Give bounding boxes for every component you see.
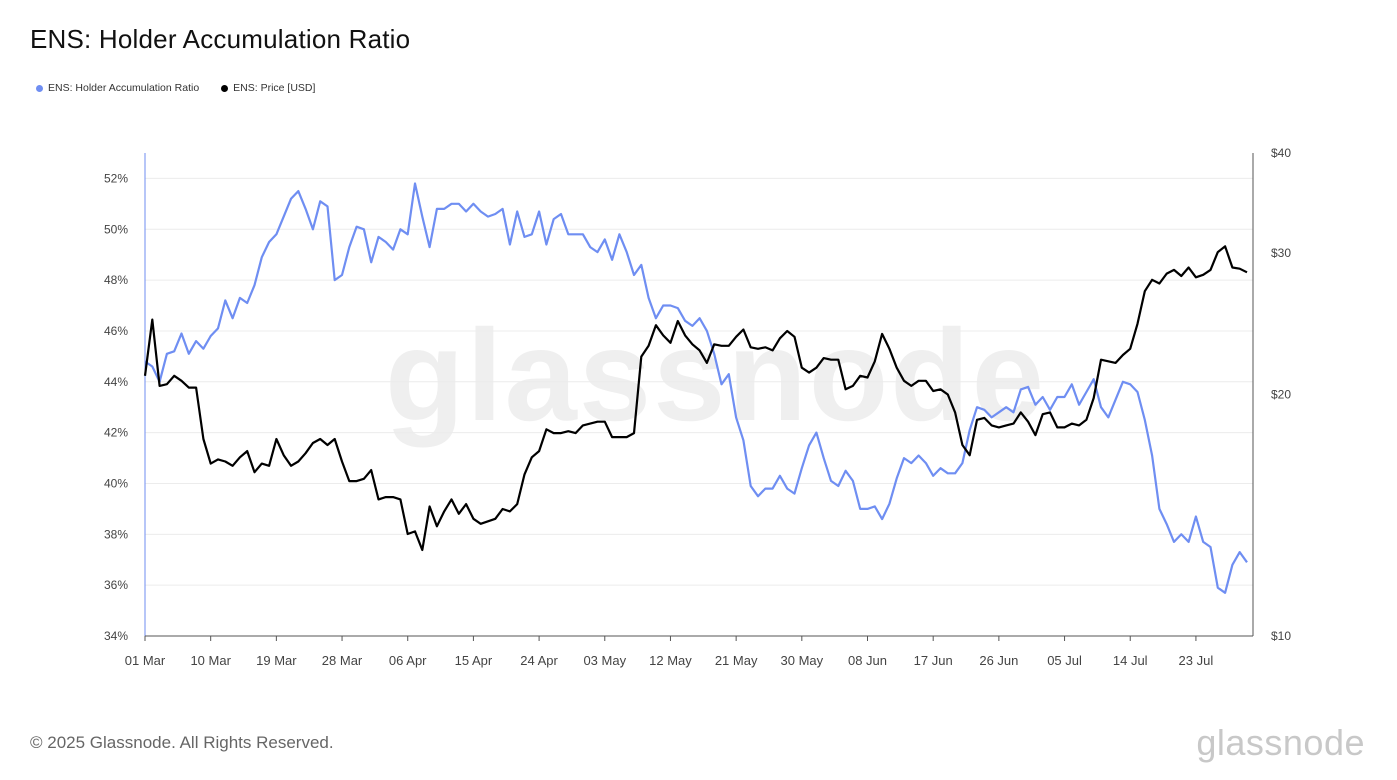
chart-legend: ENS: Holder Accumulation Ratio ENS: Pric…	[36, 82, 315, 94]
x-tick-label: 05 Jul	[1047, 653, 1082, 668]
x-tick-label: 28 Mar	[322, 653, 363, 668]
x-tick-label: 01 Mar	[125, 653, 166, 668]
x-tick-label: 23 Jul	[1179, 653, 1214, 668]
x-tick-label: 06 Apr	[389, 653, 427, 668]
y-left-tick-label: 46%	[104, 324, 128, 338]
legend-label-ratio: ENS: Holder Accumulation Ratio	[48, 82, 200, 94]
series-line-holder-ratio	[144, 182, 1248, 594]
legend-dot-price	[221, 84, 229, 92]
legend-item-ratio[interactable]: ENS: Holder Accumulation Ratio	[36, 82, 199, 94]
y-left-tick-label: 38%	[104, 527, 128, 541]
y-right-tick-label: $30	[1271, 246, 1291, 260]
x-tick-label: 17 Jun	[914, 653, 953, 668]
x-tick-label: 15 Apr	[455, 653, 493, 668]
x-tick-label: 03 May	[583, 653, 626, 668]
copyright-text: © 2025 Glassnode. All Rights Reserved.	[30, 733, 334, 752]
y-left-tick-label: 40%	[104, 476, 128, 490]
x-tick-label: 26 Jun	[979, 653, 1018, 668]
brand-logo: glassnode	[1196, 722, 1365, 763]
x-tick-label: 21 May	[715, 653, 758, 668]
series-line-price	[143, 245, 1248, 552]
chart-area: 34% 36% 38% 40% 42% 44% 46% 48% 50% 52% $10 $20 $30 $…	[104, 146, 1291, 668]
x-tick-label: 19 Mar	[256, 653, 297, 668]
y-right-tick-label: $40	[1271, 146, 1291, 160]
y-right-tick-label: $20	[1271, 388, 1291, 402]
y-left-tick-label: 44%	[104, 375, 128, 389]
y-left-tick-label: 34%	[104, 629, 128, 643]
chart-title: ENS: Holder Accumulation Ratio	[30, 24, 411, 54]
y-right-tick-label: $10	[1271, 629, 1291, 643]
legend-dot-ratio	[36, 84, 43, 92]
x-tick-label: 12 May	[649, 653, 692, 668]
legend-label-price: ENS: Price [USD]	[233, 82, 316, 94]
y-left-tick-label: 52%	[104, 171, 128, 185]
x-tick-label: 10 Mar	[190, 653, 231, 668]
x-tick-label: 08 Jun	[848, 653, 887, 668]
y-left-tick-label: 48%	[104, 273, 128, 287]
x-tick-label: 24 Apr	[520, 653, 558, 668]
watermark-logo: glassnode	[385, 302, 1046, 448]
y-left-tick-label: 50%	[104, 222, 128, 236]
legend-item-price[interactable]: ENS: Price [USD]	[221, 82, 315, 94]
x-tick-label: 30 May	[781, 653, 824, 668]
y-left-tick-label: 36%	[104, 578, 128, 592]
y-left-tick-label: 42%	[104, 426, 128, 440]
x-tick-label: 14 Jul	[1113, 653, 1148, 668]
